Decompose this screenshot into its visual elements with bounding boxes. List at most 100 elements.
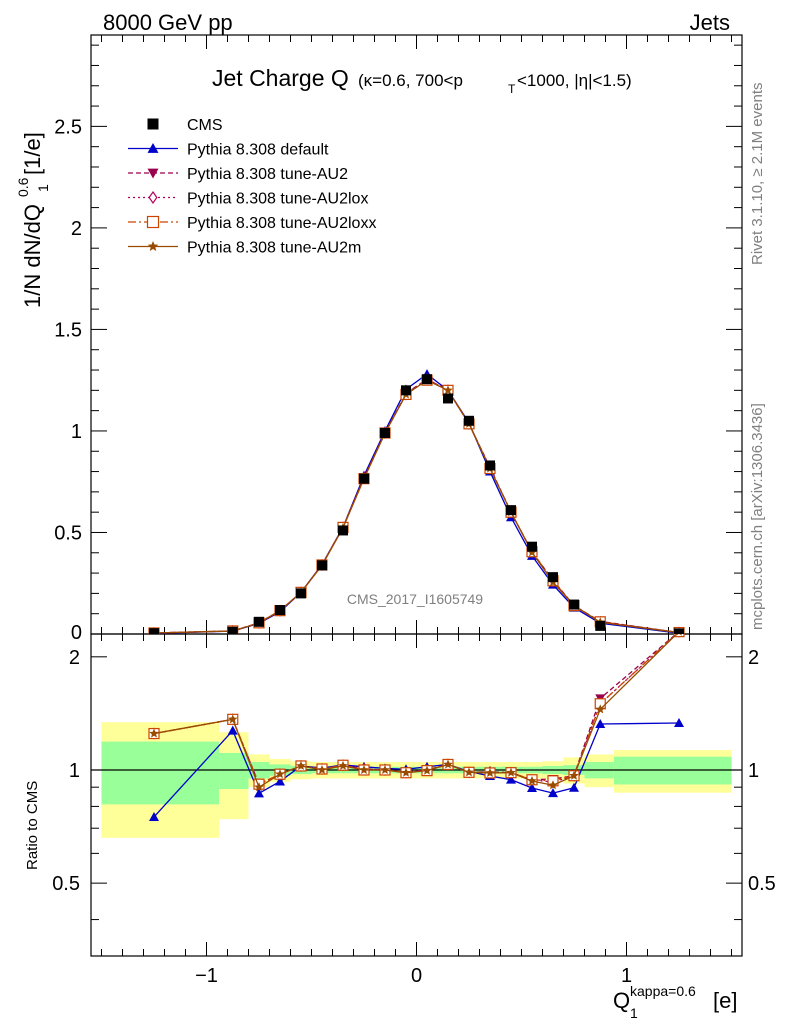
rivet-label: Rivet 3.1.10, ≥ 2.1M events	[749, 83, 766, 266]
ylabel-main-sup: 0.6	[15, 177, 31, 197]
xlabel-sub: 1	[630, 1005, 638, 1021]
cms-data-point	[443, 393, 453, 404]
ratio-0-marker	[548, 788, 558, 798]
x-axis-label: Q 1 kappa=0.6 [e]	[613, 983, 737, 1021]
legend: CMS Pythia 8.308 default Pythia 8.308 tune…	[128, 117, 376, 257]
cms-data-point	[422, 374, 432, 385]
legend-label-0: CMS	[187, 117, 223, 134]
cms-data-point	[674, 628, 684, 634]
ratio-0-marker	[595, 719, 606, 729]
cms-data-point	[506, 505, 516, 516]
cms-data-point	[275, 605, 285, 616]
xlabel-unit: [e]	[713, 988, 737, 1013]
ratio-4-marker	[296, 760, 306, 770]
y-tick-label: 2.5	[54, 116, 82, 138]
ratio-0-marker	[149, 811, 159, 821]
header-left: 8000 GeV pp	[103, 10, 233, 35]
ratio-uncertainty-bands	[101, 722, 732, 838]
ylabel-main-sub: 1	[35, 184, 51, 192]
ratio-y-tick-label-right: 1	[748, 760, 759, 782]
ratio-4-marker	[527, 775, 537, 786]
ratio-4-marker	[380, 764, 390, 775]
ratio-4-marker	[275, 769, 285, 779]
ratio-4-marker	[443, 759, 453, 769]
cms-data-points	[149, 374, 684, 634]
ylabel-main-text: 1/N dN/dQ	[20, 204, 45, 308]
ratio-y-tick-label-right: 2	[748, 647, 759, 669]
ratio-4-marker	[548, 780, 558, 790]
legend-label-3: Pythia 8.308 tune-AU2lox	[187, 191, 368, 208]
y-tick-label: 1	[71, 421, 82, 443]
legend-label-1: Pythia 8.308 default	[187, 142, 329, 159]
cms-data-point	[296, 588, 306, 599]
cms-data-point	[548, 572, 558, 583]
y-axis-label-main: 1/N dN/dQ 1 0.6 [1/e]	[15, 132, 51, 308]
analysis-id: CMS_2017_I1605749	[347, 591, 483, 607]
ratio-0-marker	[506, 774, 516, 784]
ylabel-main-unit: [1/e]	[20, 132, 45, 175]
ratio-4-marker	[595, 704, 606, 714]
ratio-y-tick-label: 2	[69, 647, 80, 669]
legend-marker-3	[148, 190, 158, 205]
cms-data-point	[227, 626, 238, 634]
axis-tick-labels: −1 0 1 0.5 1 1.5 2 2.5 0 0.5 0.5 1 1 2 2	[52, 116, 776, 987]
ratio-4-marker	[338, 760, 348, 770]
legend-marker-1	[147, 143, 159, 153]
ratio-4-marker	[149, 728, 159, 738]
ratio-4-marker	[676, 634, 682, 636]
cms-data-point	[359, 473, 369, 484]
legend-label-2: Pythia 8.308 tune-AU2	[187, 166, 348, 183]
ratio-4-marker	[359, 764, 369, 775]
title-cuts: (κ=0.6, 700<p	[358, 71, 463, 90]
ratio-y-tick-label: 1	[69, 760, 80, 782]
legend-label-5: Pythia 8.308 tune-AU2m	[187, 240, 361, 257]
legend-marker-2	[147, 168, 159, 179]
mcplots-label: mcplots.cern.ch [arXiv:1306.3436]	[749, 403, 766, 630]
ratio-4-marker	[506, 767, 516, 777]
axis-ticks	[91, 35, 742, 956]
y-tick-label: 0.5	[54, 522, 82, 544]
ratio-0-marker	[254, 788, 264, 798]
ratio-4-marker	[254, 782, 264, 792]
title-cuts-tail: <1000, |η|<1.5)	[517, 71, 632, 90]
y-tick-label-zero: 0	[71, 622, 82, 644]
legend-marker-0	[147, 118, 159, 130]
ratio-4-marker	[422, 765, 432, 775]
ratio-4-marker	[464, 767, 474, 777]
y-tick-label: 2	[71, 218, 82, 240]
y-tick-label: 1.5	[54, 319, 82, 341]
cms-data-point	[149, 628, 159, 634]
series-4-marker	[527, 547, 537, 557]
ratio-4-marker	[227, 714, 238, 724]
header-right: Jets	[690, 10, 730, 35]
band-stat-bin	[219, 752, 249, 790]
y-axis-label-ratio: Ratio to CMS	[24, 781, 41, 870]
cms-data-point	[338, 525, 348, 536]
ratio-4-marker	[485, 767, 495, 778]
xlabel-sup: kappa=0.6	[630, 983, 696, 999]
cms-data-point	[569, 599, 579, 610]
ratio-0-marker	[674, 718, 684, 728]
ratio-y-tick-label: 0.5	[52, 873, 80, 895]
cms-data-point	[380, 427, 390, 438]
ratio-y-tick-label-right: 0.5	[748, 873, 776, 895]
cms-data-point	[485, 460, 495, 471]
x-tick-label: 0	[411, 965, 422, 987]
ratio-4-marker	[317, 764, 327, 775]
cms-data-point	[527, 541, 537, 552]
x-tick-label: 1	[621, 965, 632, 987]
cms-data-point	[401, 385, 411, 396]
legend-marker-4	[146, 215, 160, 229]
x-tick-label: −1	[195, 965, 218, 987]
plot-title: Jet Charge Q (κ=0.6, 700<p T <1000, |η|<…	[212, 65, 632, 96]
cms-data-point	[595, 620, 606, 631]
xlabel-text: Q	[613, 988, 630, 1013]
title-main: Jet Charge Q	[212, 65, 349, 91]
cms-data-point	[254, 616, 264, 627]
ratio-0-marker	[569, 782, 579, 792]
ratio-0-marker	[227, 725, 238, 735]
legend-label-4: Pythia 8.308 tune-AU2loxx	[187, 215, 376, 232]
ratio-0-marker	[275, 776, 285, 786]
ratio-series-lines	[148, 634, 685, 821]
title-cuts-sub: T	[508, 82, 516, 96]
